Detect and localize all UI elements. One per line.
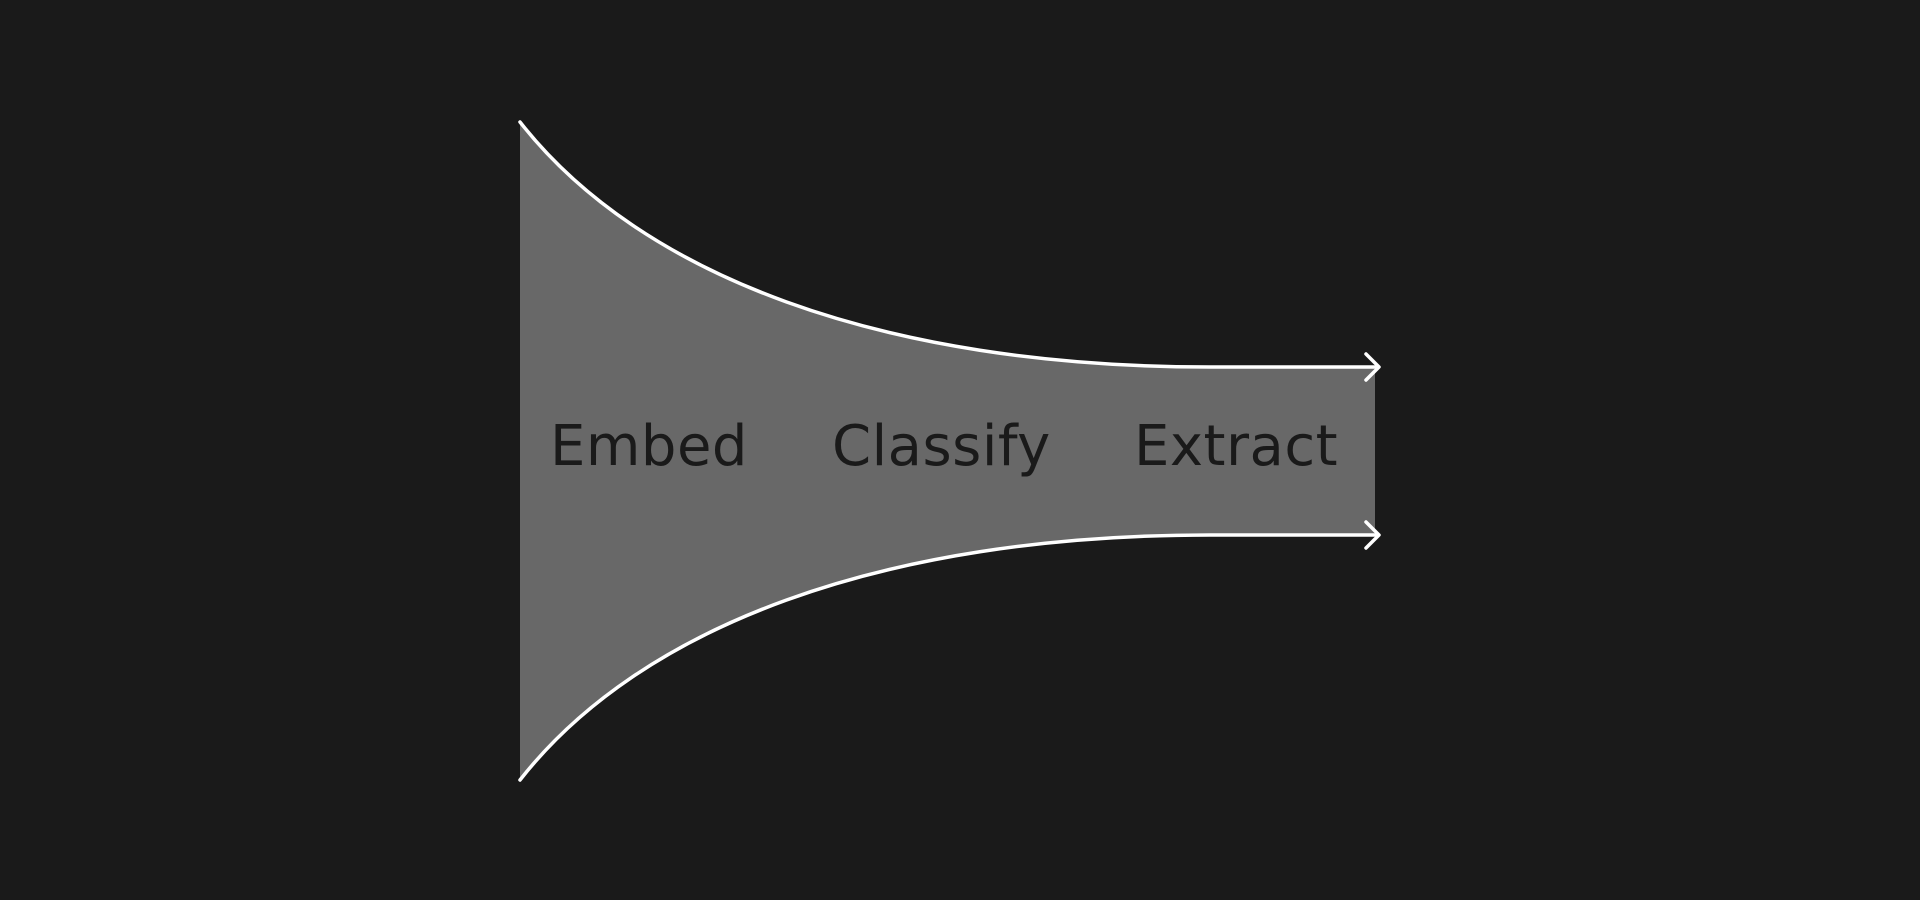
- stage-label-embed: Embed: [550, 414, 748, 479]
- arrow-right-icon: [1364, 520, 1381, 550]
- funnel-shape: [520, 122, 1375, 780]
- funnel-top-outline: [518, 120, 1380, 369]
- arrow-right-icon: [1364, 352, 1381, 382]
- funnel-bottom-outline: [518, 533, 1380, 782]
- stage-label-extract: Extract: [1134, 414, 1338, 479]
- stage-label-classify: Classify: [832, 414, 1051, 479]
